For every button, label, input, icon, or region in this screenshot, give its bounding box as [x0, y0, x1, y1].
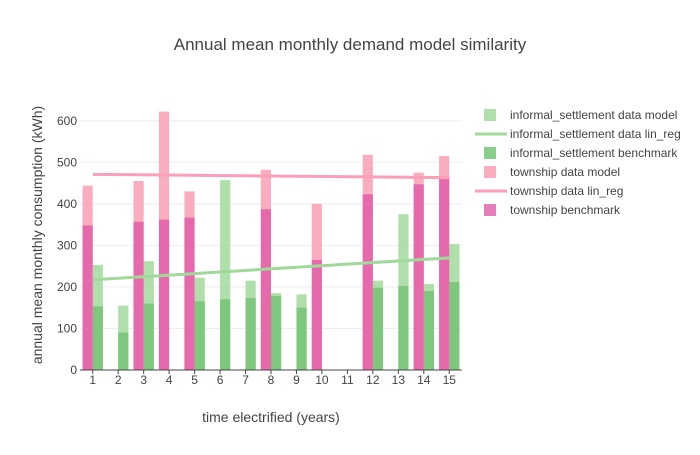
regression-line-layer [92, 172, 450, 282]
regression-line-township-reg [92, 172, 450, 180]
legend-label: informal_settlement data lin_reg [510, 127, 681, 141]
legend-label: township data lin_reg [510, 184, 623, 198]
legend-label: township benchmark [510, 203, 621, 217]
bar-informal-benchmark [220, 299, 231, 370]
y-tick-label: 500 [57, 155, 77, 169]
bar-informal-benchmark [143, 303, 154, 370]
x-tick-label: 14 [417, 373, 431, 387]
bar-township-benchmark [260, 209, 271, 370]
y-tick-label: 600 [57, 114, 77, 128]
bar-informal-benchmark [245, 298, 256, 370]
bar-township-benchmark [362, 194, 373, 370]
x-tick-label: 11 [341, 373, 354, 387]
bar-township-benchmark [158, 219, 170, 370]
bar-informal-benchmark [118, 332, 129, 370]
x-tick-label: 8 [268, 373, 275, 387]
legend: informal_settlement data model informal_s… [475, 108, 681, 217]
legend-bar-swatch [484, 204, 496, 216]
y-tick-label: 300 [57, 238, 77, 252]
legend-bar-swatch [484, 147, 496, 159]
y-tick-label: 200 [57, 280, 77, 294]
bar-informal-benchmark [271, 296, 282, 370]
y-tick-label: 100 [57, 321, 77, 335]
bar-informal-benchmark [372, 287, 384, 370]
x-tick-label: 3 [140, 373, 147, 387]
x-tick-label: 10 [315, 373, 329, 387]
bar-informal-benchmark [92, 306, 103, 370]
x-tick-label: 9 [293, 373, 300, 387]
bar-informal-benchmark [194, 301, 205, 370]
bar-informal-model [220, 180, 231, 370]
bar-township-benchmark [439, 178, 450, 370]
legend-item: informal_settlement data lin_reg [475, 127, 681, 141]
x-tick-label: 15 [443, 373, 457, 387]
bar-informal-benchmark [423, 291, 434, 370]
legend-label: informal_settlement benchmark [510, 146, 678, 160]
y-axis-title: annual mean monthly consumption (kWh) [29, 106, 45, 364]
regression-line-informal-reg [92, 256, 450, 282]
chart-title: Annual mean monthly demand model similar… [174, 35, 527, 54]
legend-label: township data model [510, 165, 620, 179]
x-tick-label: 12 [366, 373, 380, 387]
x-tick-label: 1 [89, 373, 96, 387]
x-axis-title: time electrified (years) [202, 409, 340, 425]
x-tick-label: 7 [242, 373, 249, 387]
bar-township-benchmark [133, 221, 144, 370]
bar-township-benchmark [184, 217, 195, 370]
legend-item: informal_settlement data model [484, 108, 677, 122]
legend-label: informal_settlement data model [510, 108, 677, 122]
x-tick-label: 5 [191, 373, 198, 387]
bar-informal-benchmark [398, 286, 409, 370]
bar-township-benchmark [413, 184, 424, 370]
x-tick-label: 2 [115, 373, 122, 387]
legend-item: township benchmark [484, 203, 621, 217]
x-tick-label: 6 [217, 373, 224, 387]
legend-item: informal_settlement benchmark [484, 146, 678, 160]
legend-item: township data lin_reg [475, 184, 623, 198]
legend-bar-swatch [484, 109, 496, 121]
legend-item: township data model [484, 165, 620, 179]
y-tick-label: 400 [57, 197, 77, 211]
x-tick-label: 13 [392, 373, 406, 387]
bar-township-benchmark [311, 259, 322, 370]
bar-township-benchmark [82, 225, 93, 370]
y-tick-label: 0 [70, 363, 77, 377]
bar-informal-benchmark [449, 281, 460, 370]
bar-layer [82, 111, 460, 370]
bar-informal-benchmark [296, 307, 307, 370]
legend-bar-swatch [484, 166, 496, 178]
x-tick-label: 4 [166, 373, 173, 387]
